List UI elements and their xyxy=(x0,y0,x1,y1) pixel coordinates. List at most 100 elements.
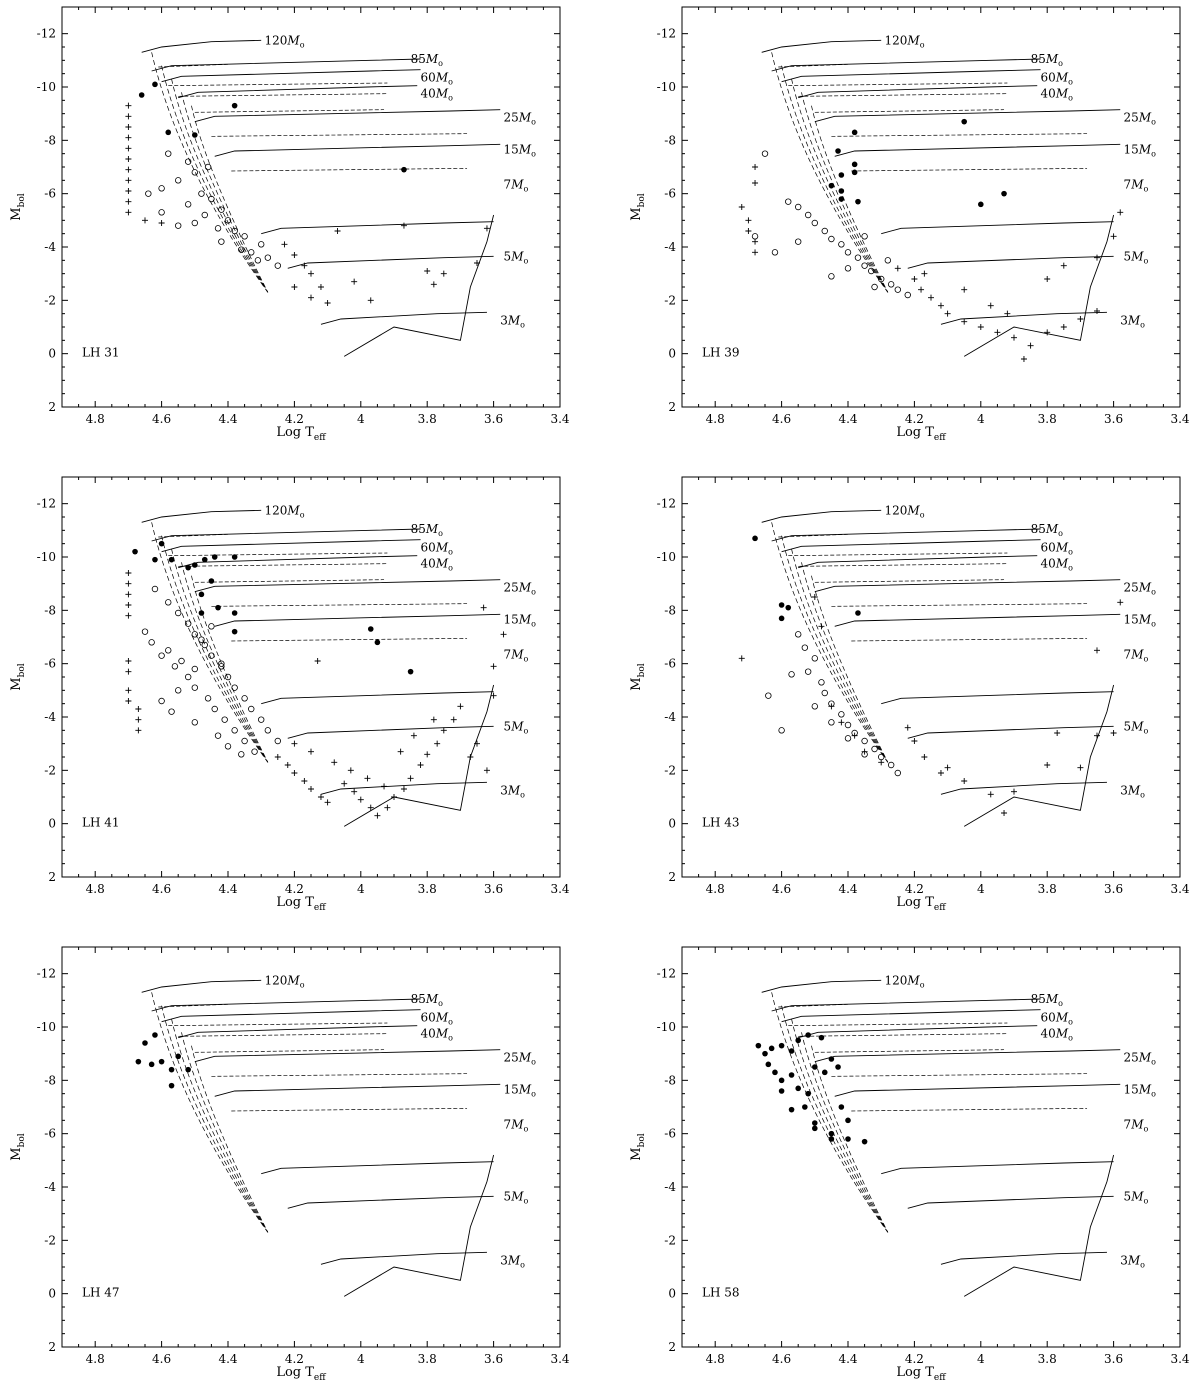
x-axis-title: Log Teff xyxy=(896,895,946,913)
y-tick-label: -10 xyxy=(657,550,676,564)
x-tick-label: 4.2 xyxy=(905,882,924,896)
evolutionary-track xyxy=(214,143,501,157)
plus-star-marker xyxy=(381,783,388,790)
isochrone xyxy=(191,1045,269,1233)
open-star-marker xyxy=(887,281,895,288)
plus-star-marker xyxy=(1060,262,1067,269)
plus-star-marker xyxy=(851,732,858,739)
open-star-marker xyxy=(828,273,835,280)
plus-star-marker xyxy=(301,262,308,269)
plus-star-marker xyxy=(944,764,951,771)
isochrone xyxy=(801,562,889,763)
filled-star-marker xyxy=(755,1042,762,1049)
filled-star-marker xyxy=(828,182,835,189)
plus-star-marker xyxy=(961,318,968,325)
open-star-marker xyxy=(871,745,878,753)
x-tick-label: 4.4 xyxy=(218,882,237,896)
plus-star-marker xyxy=(125,166,132,173)
x-tick-label: 4 xyxy=(977,412,985,426)
isochrone xyxy=(781,535,889,763)
y-tick-label: -6 xyxy=(44,657,56,671)
mass-label: 15Mo xyxy=(504,143,537,159)
open-star-marker xyxy=(887,761,895,769)
open-star-marker xyxy=(198,636,205,643)
y-tick-label: -4 xyxy=(664,710,676,724)
x-tick-label: 4 xyxy=(977,882,985,896)
plus-star-marker xyxy=(400,786,407,792)
y-tick-label: 0 xyxy=(668,817,676,831)
plus-star-marker xyxy=(1001,810,1008,816)
y-tick-label: -12 xyxy=(657,967,676,981)
plus-star-marker xyxy=(391,794,397,800)
field-label: LH 43 xyxy=(702,815,740,829)
plus-star-marker xyxy=(1027,342,1034,349)
mass-label: 60Mo xyxy=(421,71,454,87)
filled-star-marker xyxy=(855,610,861,616)
filled-star-marker xyxy=(192,562,198,568)
mass-label: 5Mo xyxy=(504,249,529,265)
mass-label: 15Mo xyxy=(1124,613,1157,629)
x-tick-label: 4.2 xyxy=(905,1352,924,1366)
filled-star-marker xyxy=(788,1048,795,1054)
filled-star-marker xyxy=(148,1061,155,1068)
open-star-marker xyxy=(828,235,835,243)
mass-label: 3Mo xyxy=(500,1253,525,1269)
plus-star-marker xyxy=(937,770,944,776)
evolutionary-track xyxy=(151,998,421,1012)
open-star-marker xyxy=(165,647,172,654)
plus-star-marker xyxy=(921,754,928,760)
y-tick-label: -12 xyxy=(37,497,56,511)
filled-star-marker xyxy=(374,639,381,646)
track-blue-loop xyxy=(798,93,1008,97)
plus-star-marker xyxy=(904,724,911,731)
mass-label: 5Mo xyxy=(1124,1189,1149,1205)
open-star-marker xyxy=(821,689,828,697)
plus-star-marker xyxy=(745,217,752,224)
track-blue-loop xyxy=(178,1033,388,1037)
open-star-marker xyxy=(224,743,232,750)
filled-star-marker xyxy=(828,1056,835,1062)
plus-star-marker xyxy=(308,270,314,277)
open-star-marker xyxy=(184,673,192,681)
plus-star-marker xyxy=(738,655,745,662)
open-star-marker xyxy=(868,267,875,275)
y-tick-label: 2 xyxy=(48,1340,56,1354)
filled-star-marker xyxy=(168,556,175,563)
mass-label: 120Mo xyxy=(265,33,305,49)
open-star-marker xyxy=(165,599,172,606)
filled-star-marker xyxy=(158,540,165,547)
plus-star-marker xyxy=(407,775,414,782)
hr-diagram: 4.8 4.6 4.4 4.2 4 3.8 3.6 3.4 -12 -10 -8 -6 -4 -2 0 2 Lo… xyxy=(9,476,570,913)
plus-star-marker xyxy=(291,284,298,290)
open-star-marker xyxy=(148,639,155,646)
y-tick-label: 0 xyxy=(48,347,56,361)
open-star-marker xyxy=(878,753,885,761)
track-blue-loop xyxy=(231,637,468,642)
open-star-marker xyxy=(208,195,215,203)
evolutionary-track xyxy=(771,58,1041,72)
y-tick-label: -12 xyxy=(657,27,676,41)
plus-star-marker xyxy=(921,270,928,277)
plus-star-marker xyxy=(384,804,391,811)
filled-star-marker xyxy=(752,535,758,542)
giant-branch-track xyxy=(343,214,495,357)
open-star-marker xyxy=(821,227,828,235)
x-tick-label: 3.6 xyxy=(484,1352,503,1366)
filled-star-marker xyxy=(165,129,172,136)
x-tick-label: 4.6 xyxy=(772,412,791,426)
open-star-marker xyxy=(214,732,222,739)
track-blue-loop xyxy=(168,1022,388,1027)
y-tick-label: -8 xyxy=(44,603,56,617)
open-star-marker xyxy=(201,211,208,219)
evolutionary-track xyxy=(141,39,262,53)
plus-star-marker xyxy=(125,591,132,598)
plus-star-marker xyxy=(291,770,298,776)
open-star-marker xyxy=(208,623,215,630)
plus-star-marker xyxy=(1094,254,1100,261)
y-tick-label: 0 xyxy=(48,1287,56,1301)
plus-star-marker xyxy=(1004,310,1011,317)
filled-star-marker xyxy=(861,1138,868,1145)
open-star-marker xyxy=(158,209,165,216)
mass-label: 60Mo xyxy=(421,541,454,557)
evolutionary-track xyxy=(194,1049,501,1063)
